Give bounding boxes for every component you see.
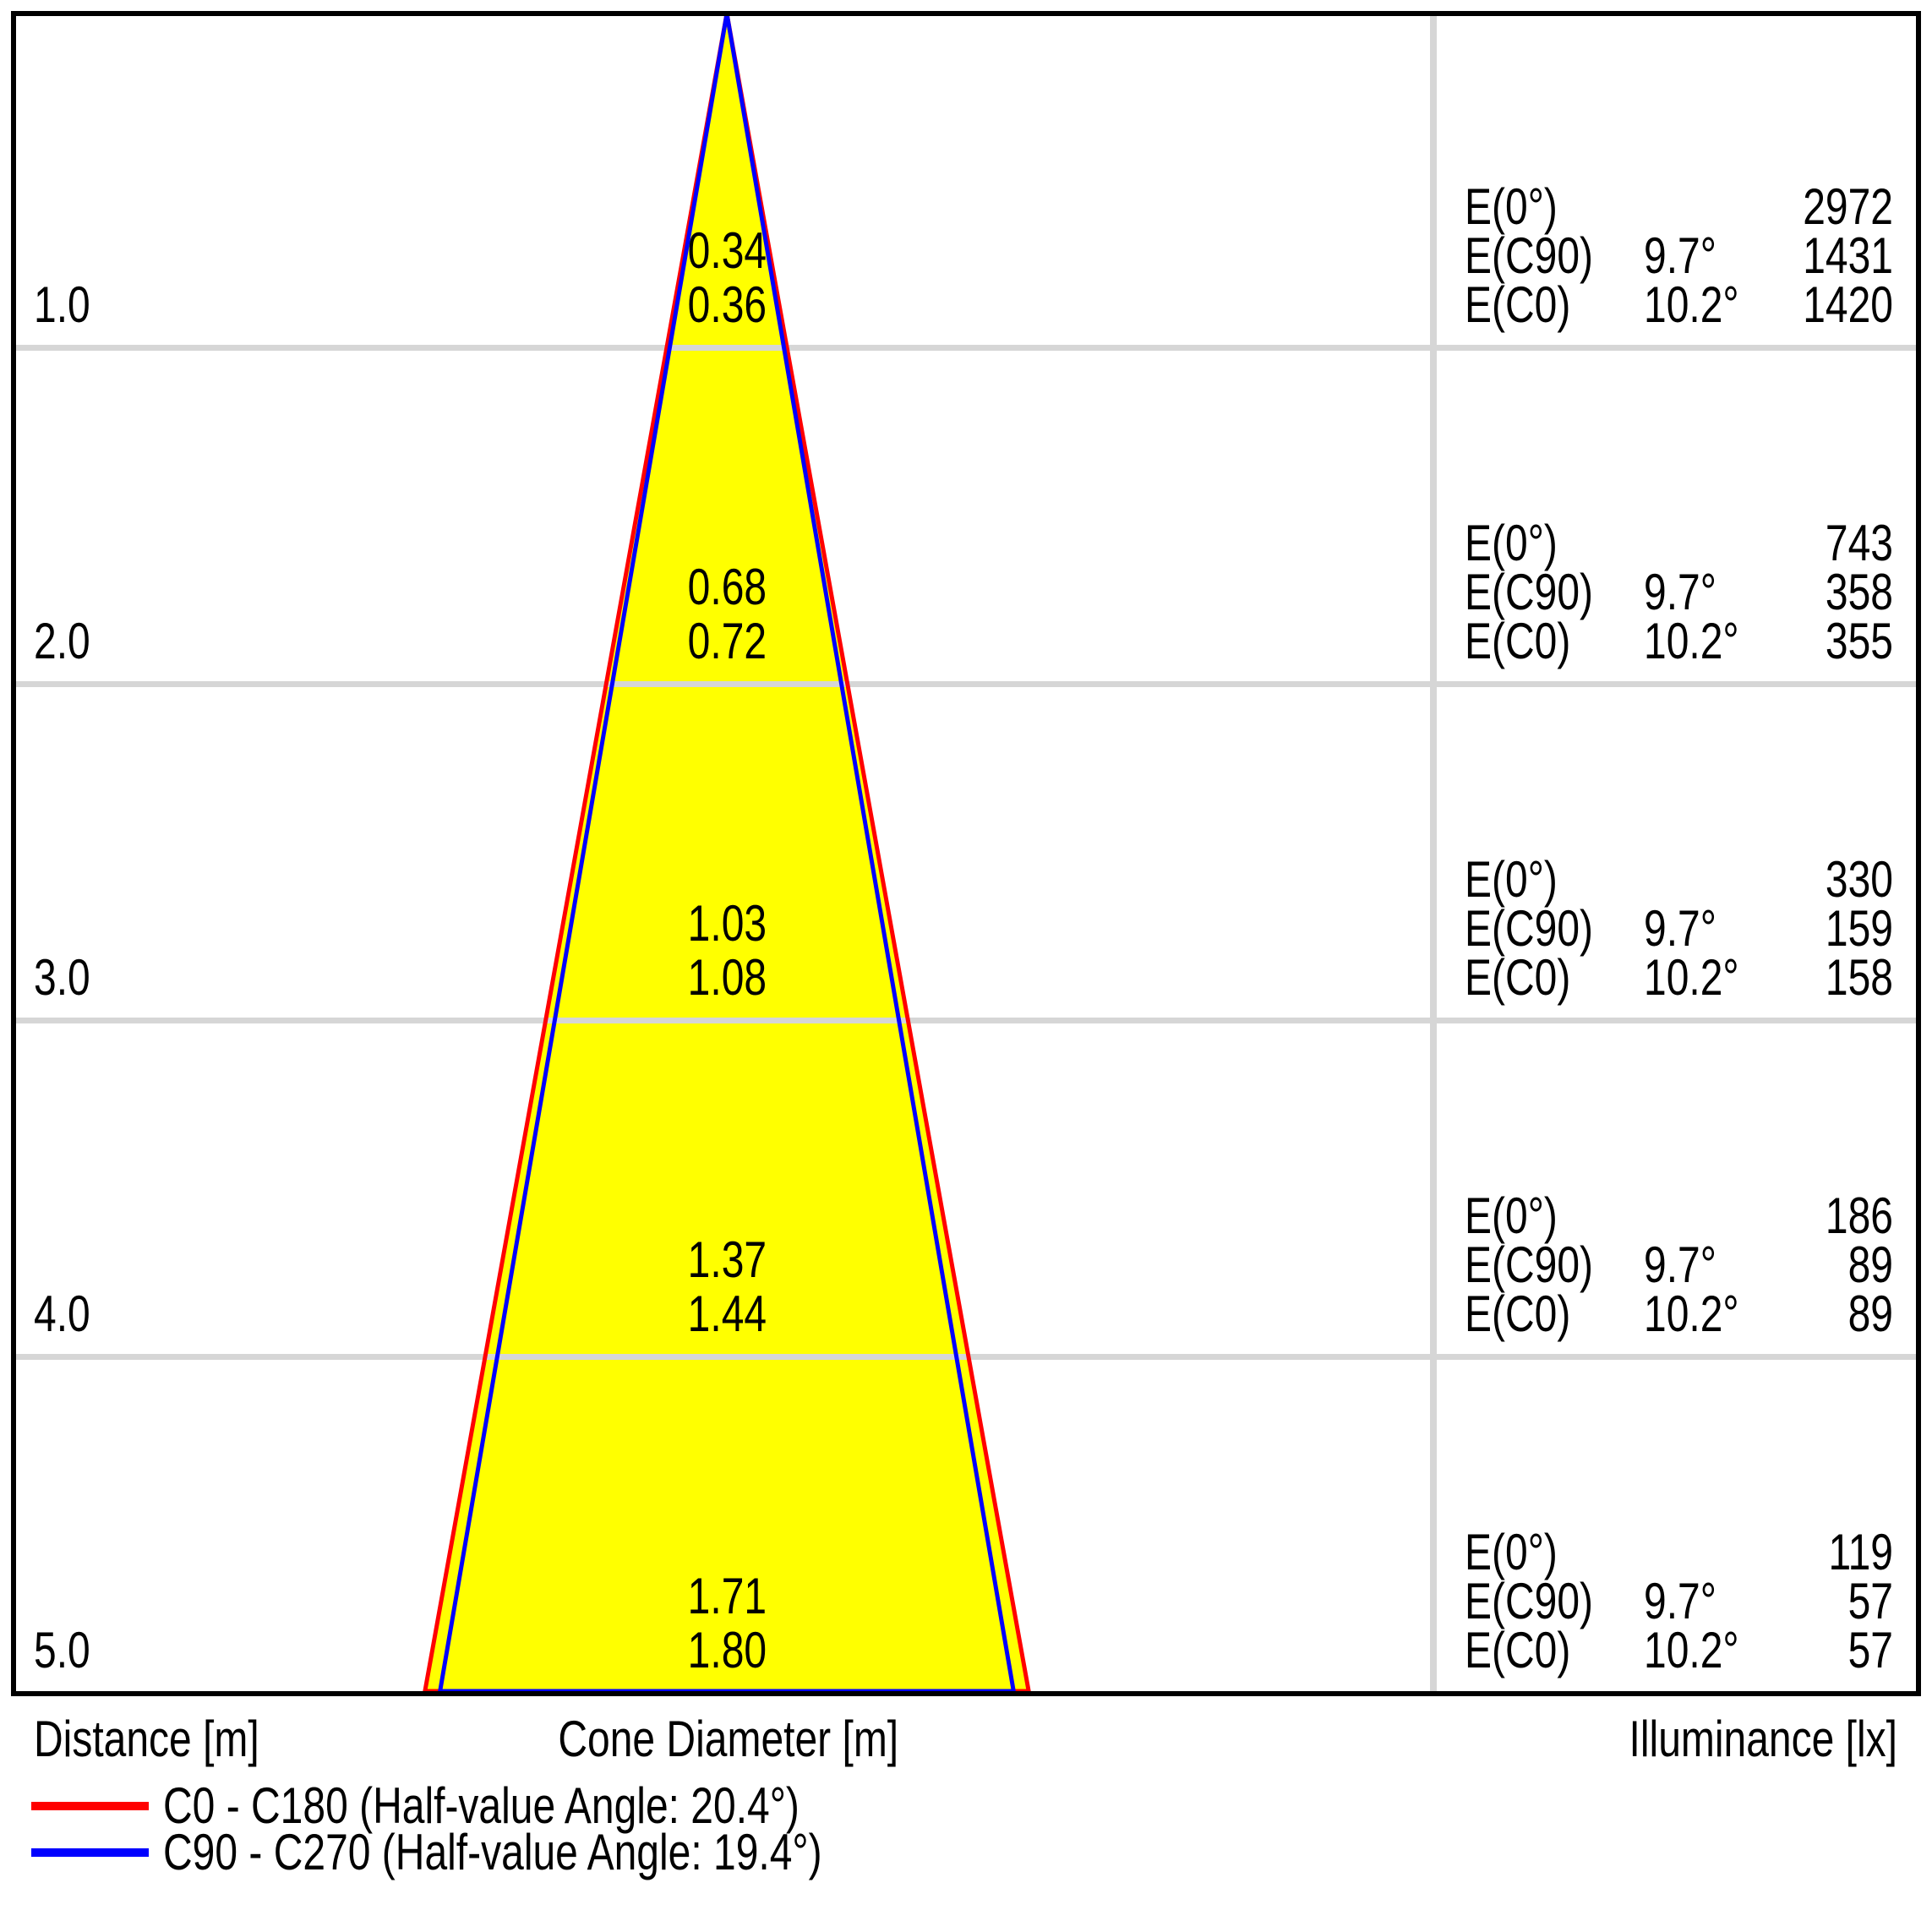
ec0-label-3m: E(C0)	[1465, 949, 1571, 1006]
c0-angle-3m: 10.2°	[1644, 949, 1739, 1006]
e0-label-1m: E(0°)	[1465, 178, 1558, 235]
ec0-value-2m: 355	[1825, 613, 1893, 669]
ec90-value-4m: 89	[1847, 1236, 1893, 1293]
c90-angle-5m: 9.7°	[1644, 1573, 1716, 1629]
cone-diameter-c0-3m: 1.08	[687, 949, 767, 1006]
legend-line-c0-icon	[31, 1802, 149, 1810]
ec90-value-5m: 57	[1847, 1573, 1893, 1629]
c0-angle-2m: 10.2°	[1644, 613, 1739, 669]
ec0-value-3m: 158	[1825, 949, 1893, 1006]
cone-fill-shape	[424, 14, 1029, 1691]
ec0-label-4m: E(C0)	[1465, 1285, 1571, 1342]
cone-diameter-c0-4m: 1.44	[687, 1285, 767, 1342]
distance-label-3m: 3.0	[34, 949, 90, 1006]
e0-label-4m: E(0°)	[1465, 1187, 1558, 1244]
distance-label-5m: 5.0	[34, 1622, 90, 1678]
cone-diameter-c90-1m: 0.34	[687, 222, 767, 279]
cone-diameter-c90-2m: 0.68	[687, 559, 767, 615]
e0-value-3m: 330	[1825, 851, 1893, 908]
ec90-label-2m: E(C90)	[1465, 564, 1594, 620]
c0-angle-1m: 10.2°	[1644, 276, 1739, 333]
ec0-label-5m: E(C0)	[1465, 1622, 1571, 1678]
distance-label-4m: 4.0	[34, 1285, 90, 1342]
e0-label-2m: E(0°)	[1465, 515, 1558, 571]
gridlines	[16, 345, 1916, 1360]
chart-frame	[11, 11, 1921, 1696]
ec90-label-5m: E(C90)	[1465, 1573, 1594, 1629]
legend-label-c0-c180: C0 - C180 (Half-value Angle: 20.4°)	[163, 1777, 800, 1834]
e0-value-1m: 2972	[1803, 178, 1893, 235]
ec0-value-4m: 89	[1847, 1285, 1893, 1342]
cone-diameter-c0-2m: 0.72	[687, 613, 767, 669]
cone-diameter-c90-5m: 1.71	[687, 1568, 767, 1624]
c90-angle-2m: 9.7°	[1644, 564, 1716, 620]
cone-diameter-c90-3m: 1.03	[687, 895, 767, 952]
distance-label-1m: 1.0	[34, 276, 90, 333]
e0-label-5m: E(0°)	[1465, 1524, 1558, 1580]
e0-label-3m: E(0°)	[1465, 851, 1558, 908]
panel-divider	[1430, 16, 1437, 1691]
c90-angle-1m: 9.7°	[1644, 227, 1716, 284]
axis-label-illuminance: Illuminance [lx]	[1629, 1711, 1897, 1767]
cone-diameter-c0-5m: 1.80	[687, 1622, 767, 1678]
axis-label-cone-diameter: Cone Diameter [m]	[558, 1711, 899, 1767]
e0-value-4m: 186	[1825, 1187, 1893, 1244]
ec0-value-1m: 1420	[1803, 276, 1893, 333]
distance-label-2m: 2.0	[34, 613, 90, 669]
e0-value-2m: 743	[1825, 515, 1893, 571]
legend-line-c90-icon	[31, 1848, 149, 1857]
c90-angle-3m: 9.7°	[1644, 900, 1716, 957]
axis-label-distance: Distance [m]	[34, 1711, 259, 1767]
c0-angle-4m: 10.2°	[1644, 1285, 1739, 1342]
ec90-value-2m: 358	[1825, 564, 1893, 620]
ec90-label-4m: E(C90)	[1465, 1236, 1594, 1293]
c90-angle-4m: 9.7°	[1644, 1236, 1716, 1293]
ec0-value-5m: 57	[1847, 1622, 1893, 1678]
ec90-value-1m: 1431	[1803, 227, 1893, 284]
ec0-label-1m: E(C0)	[1465, 276, 1571, 333]
ec90-label-3m: E(C90)	[1465, 900, 1594, 957]
cone-diameter-c90-4m: 1.37	[687, 1231, 767, 1288]
cone-diameter-c0-1m: 0.36	[687, 276, 767, 333]
ec90-value-3m: 159	[1825, 900, 1893, 957]
ec90-label-1m: E(C90)	[1465, 227, 1594, 284]
legend-label-c90-c270: C90 - C270 (Half-value Angle: 19.4°)	[163, 1824, 822, 1880]
ec0-label-2m: E(C0)	[1465, 613, 1571, 669]
c0-angle-5m: 10.2°	[1644, 1622, 1739, 1678]
e0-value-5m: 119	[1828, 1524, 1893, 1580]
